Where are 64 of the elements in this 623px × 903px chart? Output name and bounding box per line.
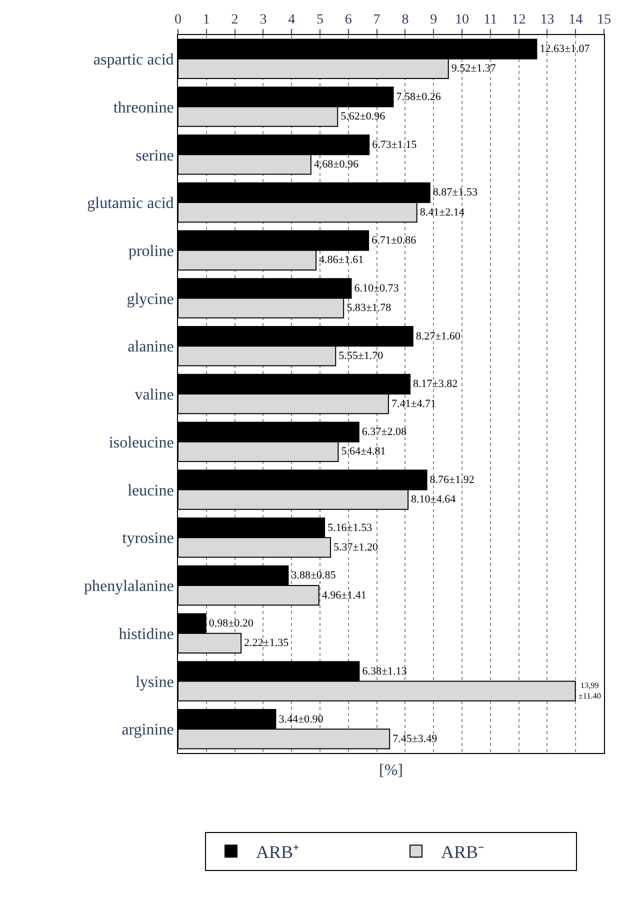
data-label: 6.10±0.73 xyxy=(354,282,400,294)
data-label: 4.86±1.61 xyxy=(319,254,364,266)
y-tick-label: phenylalanine xyxy=(84,578,174,596)
x-tick-label: 8 xyxy=(402,12,409,28)
data-label: 6.38±1.13 xyxy=(362,665,408,678)
data-label: 3.44±0.90 xyxy=(278,713,324,726)
y-tick-label: tyrosine xyxy=(122,530,174,548)
legend-label: ARB⁺ xyxy=(256,842,300,862)
data-label: 6.71±0.86 xyxy=(372,234,417,247)
y-tick-label: leucine xyxy=(128,482,174,500)
data-label: 4.96±1.41 xyxy=(322,589,366,602)
x-tick-label: 14 xyxy=(568,12,583,28)
x-tick-label: 3 xyxy=(260,12,267,28)
data-label: 5.37±1.20 xyxy=(334,541,379,554)
x-tick-label: 10 xyxy=(455,12,469,28)
x-tick-label: 0 xyxy=(174,12,182,28)
data-label: 8.17±3.82 xyxy=(413,378,458,390)
x-tick-label: 9 xyxy=(430,12,438,28)
data-label: 8.87±1.53 xyxy=(432,186,478,199)
y-tick-label: proline xyxy=(128,243,174,260)
data-label: 6.73±1.15 xyxy=(372,138,418,151)
y-tick-label: threonine xyxy=(113,99,174,116)
data-label: 5.64±4.81 xyxy=(341,446,386,458)
data-label: 7.45±3.49 xyxy=(392,732,438,745)
data-label: 0.98±0.20 xyxy=(208,618,254,630)
data-label: 9.52±1.37 xyxy=(451,62,496,75)
x-tick-label: 2 xyxy=(231,12,238,28)
data-label: 8.10±4.64 xyxy=(411,494,456,506)
y-tick-label: serine xyxy=(136,147,174,164)
data-label: 7.41±4.71 xyxy=(391,398,436,410)
x-tick-label: 5 xyxy=(316,12,324,28)
y-tick-label: glycine xyxy=(126,290,174,308)
data-label: 8.27±1.60 xyxy=(416,330,461,342)
x-tick-label: 7 xyxy=(373,12,380,28)
y-tick-label: lysine xyxy=(136,674,174,691)
data-label: 8.41±2.14 xyxy=(420,206,465,218)
data-label: 3.88±0.85 xyxy=(291,570,336,582)
data-label: 2.22±1.35 xyxy=(244,637,290,650)
x-tick-label: 6 xyxy=(344,12,352,28)
y-tick-label: valine xyxy=(134,386,174,404)
y-tick-label: glutamic acid xyxy=(87,195,174,212)
y-tick-label: alanine xyxy=(128,338,174,356)
y-tick-label: arginine xyxy=(122,722,174,739)
data-label: 12.63±1.07 xyxy=(540,43,590,56)
y-tick-label: isoleucine xyxy=(108,434,174,452)
data-label: 5.55±1.70 xyxy=(338,350,384,362)
x-axis-title: [%] xyxy=(379,762,403,779)
x-tick-label: 12 xyxy=(512,12,526,28)
data-label: 5.16±1.53 xyxy=(328,522,373,534)
data-label: 6.37±2.08 xyxy=(362,426,407,438)
data-label: 5.83±1.78 xyxy=(346,302,392,314)
x-tick-label: 4 xyxy=(288,12,296,28)
legend-label: ARB⁻ xyxy=(441,842,484,862)
x-tick-label: 15 xyxy=(597,12,611,28)
x-tick-label: 13 xyxy=(540,12,554,28)
data-label: 8.76±1.92 xyxy=(430,474,474,486)
data-label: 5.62±0.96 xyxy=(340,110,386,123)
data-label: 7.58±0.26 xyxy=(396,90,442,103)
x-tick-label: 1 xyxy=(202,12,210,28)
data-label: 4.68±0.96 xyxy=(314,158,359,170)
data-label: 13,99 ±11.40 xyxy=(578,680,601,701)
x-tick-label: 11 xyxy=(484,12,498,28)
y-tick-label: aspartic acid xyxy=(93,52,174,69)
y-tick-label: histidine xyxy=(118,626,174,643)
